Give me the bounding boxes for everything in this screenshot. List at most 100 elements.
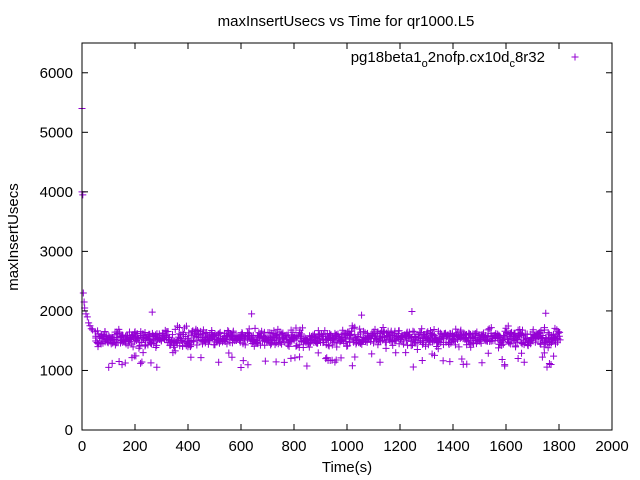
data-point (297, 330, 305, 338)
data-point (376, 358, 384, 366)
data-point (215, 358, 223, 366)
x-tick-label: 800 (281, 438, 306, 455)
data-point (216, 328, 224, 336)
data-point (193, 341, 201, 349)
data-point (94, 327, 102, 335)
data-point (544, 344, 552, 352)
data-point (261, 357, 269, 365)
data-point (556, 336, 564, 344)
data-point (360, 327, 368, 335)
data-point (82, 310, 90, 318)
data-point (182, 322, 190, 330)
data-point (455, 343, 463, 351)
data-point (520, 358, 528, 366)
data-point (291, 354, 299, 362)
data-point (148, 308, 156, 316)
data-point (181, 324, 189, 332)
data-point (85, 319, 93, 327)
data-point (178, 336, 186, 344)
data-point (83, 313, 91, 321)
data-point (115, 358, 123, 366)
data-point (527, 340, 535, 348)
data-point (129, 343, 137, 351)
data-point (541, 324, 549, 332)
data-point (510, 329, 518, 337)
data-point (439, 357, 447, 365)
data-point (225, 328, 233, 336)
data-point (251, 324, 259, 332)
data-point (418, 325, 426, 333)
data-point (358, 311, 366, 319)
data-point (244, 361, 252, 369)
data-point (543, 363, 551, 371)
data-point (504, 322, 512, 330)
data-point (458, 355, 466, 363)
data-point (356, 325, 364, 333)
data-point (105, 363, 113, 371)
data-point (169, 331, 177, 339)
data-point (303, 362, 311, 370)
data-point (139, 349, 147, 357)
x-tick-label: 1600 (489, 438, 522, 455)
data-point (395, 327, 403, 335)
data-point (86, 322, 94, 330)
data-point (415, 333, 423, 341)
data-point (431, 351, 439, 359)
data-point (332, 356, 340, 364)
data-point (389, 341, 397, 349)
data-point (204, 340, 212, 348)
legend-entry: pg18beta1o2nofp.cx10dc8r32 (351, 49, 545, 70)
data-point (314, 349, 322, 357)
data-point (118, 361, 126, 369)
data-point (79, 289, 87, 297)
data-point (299, 324, 307, 332)
x-axis-label: Time(s) (322, 459, 372, 476)
x-tick-label: 400 (175, 438, 200, 455)
data-point (498, 356, 506, 364)
chart-title: maxInsertUsecs vs Time for qr1000.L5 (218, 13, 475, 30)
data-point (507, 340, 515, 348)
legend-marker-plus (571, 53, 579, 61)
data-point (187, 353, 195, 361)
data-point (277, 339, 285, 347)
data-point (228, 353, 236, 361)
data-point (467, 343, 475, 351)
data-point (463, 341, 471, 349)
data-point (337, 354, 345, 362)
data-point (287, 354, 295, 362)
data-point (280, 358, 288, 366)
data-points (78, 104, 564, 371)
data-point (463, 360, 471, 368)
y-tick-label: 5000 (40, 124, 73, 141)
legend-name-sub1: o (422, 58, 428, 70)
data-point (171, 347, 179, 355)
data-point (505, 339, 513, 347)
data-point (548, 339, 556, 347)
data-point (400, 340, 408, 348)
data-point (413, 345, 421, 353)
data-point (325, 342, 333, 350)
data-point (518, 349, 526, 357)
data-point (368, 350, 376, 358)
data-point (374, 341, 382, 349)
data-point (423, 329, 431, 337)
data-point (446, 358, 454, 366)
data-point (514, 355, 522, 363)
data-point (348, 362, 356, 370)
data-point (97, 340, 105, 348)
data-point (542, 309, 550, 317)
data-point (370, 339, 378, 347)
data-point (363, 338, 371, 346)
data-point (79, 191, 87, 199)
data-point (484, 349, 492, 357)
data-point (409, 327, 417, 335)
data-point (536, 328, 544, 336)
data-point (545, 359, 553, 367)
x-tick-label: 600 (228, 438, 253, 455)
data-point (175, 323, 183, 331)
data-point (193, 327, 201, 335)
data-point (313, 340, 321, 348)
data-point (241, 341, 249, 349)
data-point (175, 330, 183, 338)
